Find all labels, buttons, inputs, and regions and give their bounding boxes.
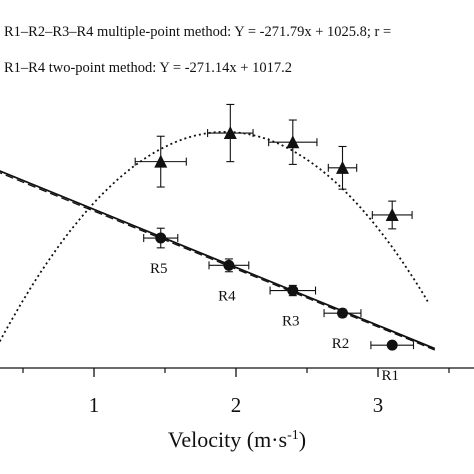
data-point-circle (287, 285, 299, 297)
data-point-triangle (223, 126, 237, 140)
quadratic-fit-curve (0, 131, 429, 343)
data-point-triangle (286, 135, 300, 149)
data-point-triangle (154, 154, 168, 168)
point-label: R1 (381, 368, 399, 384)
multiple-point-equation: R1–R2–R3–R4 multiple-point method: Y = -… (4, 24, 392, 40)
point-label: R4 (218, 288, 236, 304)
data-point-circle (223, 259, 235, 271)
two-point-equation: R1–R4 two-point method: Y = -271.14x + 1… (4, 60, 292, 76)
data-point-triangle (385, 207, 399, 221)
x-tick-label: 1 (89, 393, 100, 417)
data-point-circle (337, 307, 348, 319)
x-tick-label: 3 (373, 393, 384, 417)
data-point-triangle (336, 160, 349, 174)
point-label: R3 (282, 314, 300, 330)
multiple-point-fit-line (0, 170, 436, 350)
x-axis-title: Velocity (m·s-1) (168, 427, 306, 452)
x-tick-label: 2 (231, 393, 242, 417)
data-point-circle (386, 339, 398, 351)
data-point-circle (155, 232, 167, 244)
point-label: R5 (150, 261, 168, 277)
point-label: R2 (332, 336, 350, 352)
two-point-fit-line (0, 172, 436, 351)
